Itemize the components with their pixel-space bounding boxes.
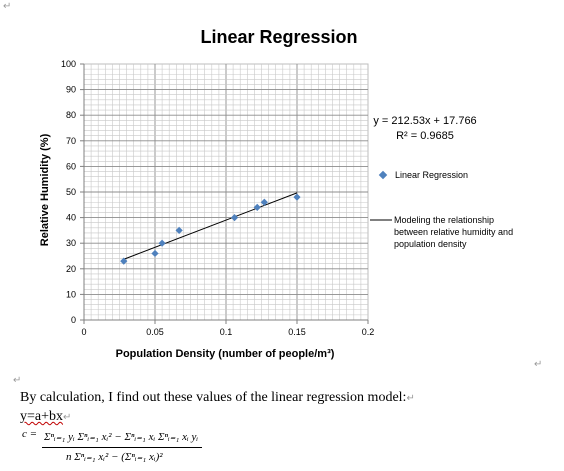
- y-tick-label: 80: [66, 110, 76, 120]
- legend-entry-scatter: Linear Regression: [395, 170, 468, 180]
- y-axis-label: Relative Humidity (%): [39, 133, 51, 246]
- chart-grid: [83, 63, 369, 321]
- data-point: [230, 214, 239, 222]
- formula-fraction-bar: [42, 447, 202, 448]
- y-tick-label: 20: [66, 264, 76, 274]
- x-tick-label: 0.2: [362, 327, 375, 337]
- x-axis-label: Population Density (number of people/m³): [116, 348, 335, 360]
- paragraph-mark-blank: ↵: [13, 375, 22, 386]
- data-point: [293, 193, 301, 201]
- formula-variable: c =: [22, 428, 38, 440]
- x-tick-label: 0.1: [220, 327, 233, 337]
- y-tick-label: 50: [66, 187, 76, 197]
- paragraph-mark-chart-right: ↵: [534, 359, 543, 370]
- data-point: [158, 239, 166, 247]
- data-point: [260, 198, 268, 206]
- chart-axes: 0 10 20 30 40 50 60 70 80 90 100 0 0.05 0.1 0.15 0.2: [61, 59, 374, 337]
- x-tick-label: 0.15: [288, 327, 306, 337]
- legend-entry-line-2: between relative humidity and: [394, 227, 513, 237]
- y-tick-label: 0: [71, 315, 76, 325]
- data-point: [120, 257, 128, 265]
- legend-marker-diamond: [378, 170, 388, 180]
- trendline-layer: [123, 192, 298, 260]
- body-sentence: By calculation, I find out these values …: [20, 390, 415, 406]
- x-tick-label: 0.05: [146, 327, 164, 337]
- points-layer: [120, 193, 301, 265]
- y-tick-label: 90: [66, 85, 76, 95]
- legend-entry-line-3: population density: [394, 239, 467, 249]
- formula-denominator: n Σⁿᵢ₌₁ xᵢ² − (Σⁿᵢ₌₁ xᵢ)²: [66, 451, 163, 463]
- chart-title: Linear Regression: [200, 27, 357, 47]
- y-tick-label: 60: [66, 161, 76, 171]
- data-point: [151, 249, 159, 258]
- trend-equation: y = 212.53x + 17.766: [373, 115, 476, 127]
- paragraph-mark-top: ↵: [3, 1, 12, 12]
- paragraph-mark-sentence: ↵: [406, 393, 415, 404]
- legend-entry-line-1: Modeling the relationship: [394, 215, 494, 225]
- y-tick-label: 100: [61, 59, 76, 69]
- data-point: [175, 226, 183, 234]
- trendline: [123, 192, 298, 260]
- y-tick-label: 30: [66, 238, 76, 248]
- model-equation: y=a+bx↵: [20, 409, 71, 425]
- model-equation-text: y=a+bx: [20, 409, 64, 424]
- y-tick-label: 10: [66, 289, 76, 299]
- r-squared: R² = 0.9685: [396, 130, 454, 142]
- data-point: [253, 203, 261, 211]
- y-tick-label: 70: [66, 136, 76, 146]
- paragraph-mark-model: ↵: [63, 412, 72, 423]
- body-sentence-text: By calculation, I find out these values …: [20, 390, 407, 405]
- y-tick-label: 40: [66, 213, 76, 223]
- formula-numerator: Σⁿᵢ₌₁ yᵢ Σⁿᵢ₌₁ xᵢ² − Σⁿᵢ₌₁ xᵢ Σⁿᵢ₌₁ xᵢ y…: [44, 431, 199, 443]
- x-tick-label: 0: [81, 327, 86, 337]
- legend: Linear Regression Modeling the relations…: [370, 170, 513, 249]
